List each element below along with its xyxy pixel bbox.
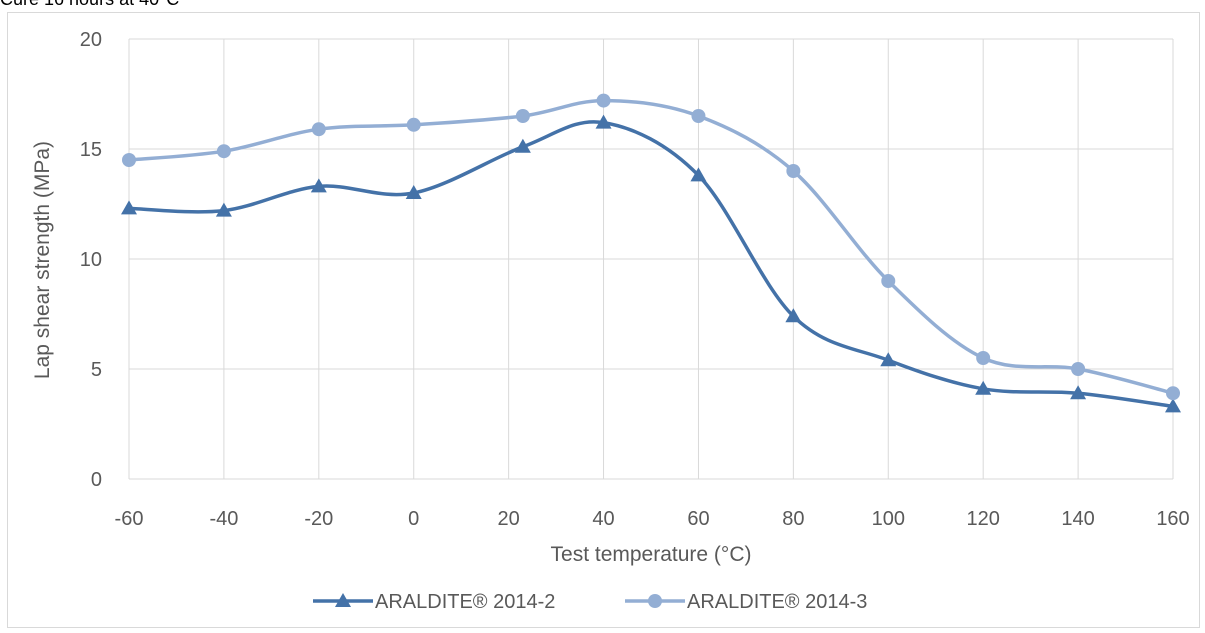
circle-marker [122, 153, 136, 167]
x-tick-label: -60 [115, 508, 144, 530]
x-tick-label: -20 [304, 508, 333, 530]
triangle-marker [880, 352, 897, 367]
triangle-marker [690, 167, 707, 182]
triangle-marker [1165, 398, 1181, 413]
triangle-marker [975, 380, 992, 395]
triangle-marker [310, 178, 327, 193]
y-axis-title: Lap shear strength (MPa) [31, 141, 54, 379]
y-tick-label: 0 [91, 469, 102, 491]
y-tick-label: 5 [91, 359, 102, 381]
circle-marker [515, 109, 530, 123]
chart-area-border [7, 12, 1200, 628]
y-tick-label: 20 [80, 29, 102, 51]
circle-marker [216, 144, 231, 159]
triangle-marker [785, 308, 802, 323]
triangle-marker [405, 185, 422, 199]
x-tick-label: 60 [687, 508, 709, 530]
triangle-marker [595, 114, 612, 129]
legend-circle-marker [648, 594, 662, 608]
series-lines [127, 98, 1175, 409]
legend-label: ARALDITE® 2014-3 [687, 591, 867, 613]
triangle-marker [215, 202, 232, 217]
x-tick-label: -40 [209, 508, 238, 530]
x-tick-label: 40 [592, 508, 614, 530]
circle-marker [976, 351, 991, 365]
triangle-marker [1070, 385, 1087, 400]
x-axis-title: Test temperature (°C) [551, 543, 752, 566]
circle-marker [311, 122, 326, 137]
legend-label: ARALDITE® 2014-2 [375, 591, 555, 613]
y-tick-label: 10 [80, 249, 102, 271]
tick-labels: 0 5 10 15 20 -60 -40 -20 0 20 40 60 80 100 120 140 160 [80, 29, 1190, 530]
x-tick-label: 20 [498, 508, 520, 530]
triangle-marker [514, 138, 531, 153]
x-tick-label: 120 [966, 508, 999, 530]
circle-marker [786, 164, 801, 178]
series-line-2 [127, 98, 1175, 395]
circle-marker [406, 117, 421, 132]
x-tick-label: 140 [1061, 508, 1094, 530]
x-tick-label: 100 [872, 508, 905, 530]
legend: ARALDITE® 2014-2 ARALDITE® 2014-3 [313, 591, 867, 613]
y-tick-label: 15 [80, 139, 102, 161]
series-markers [121, 93, 1181, 413]
triangle-marker [121, 200, 137, 215]
circle-marker [1071, 362, 1086, 376]
circle-marker [881, 274, 896, 288]
legend-triangle-marker [335, 593, 351, 607]
x-tick-label: 160 [1156, 508, 1189, 530]
circle-marker [691, 109, 706, 123]
series-line-1 [127, 120, 1175, 409]
x-tick-label: 0 [408, 508, 419, 530]
x-tick-label: 80 [782, 508, 804, 530]
chart-title: Cure 16 hours at 40°C [0, 0, 179, 10]
circle-marker [596, 93, 611, 108]
circle-marker [1166, 386, 1180, 401]
